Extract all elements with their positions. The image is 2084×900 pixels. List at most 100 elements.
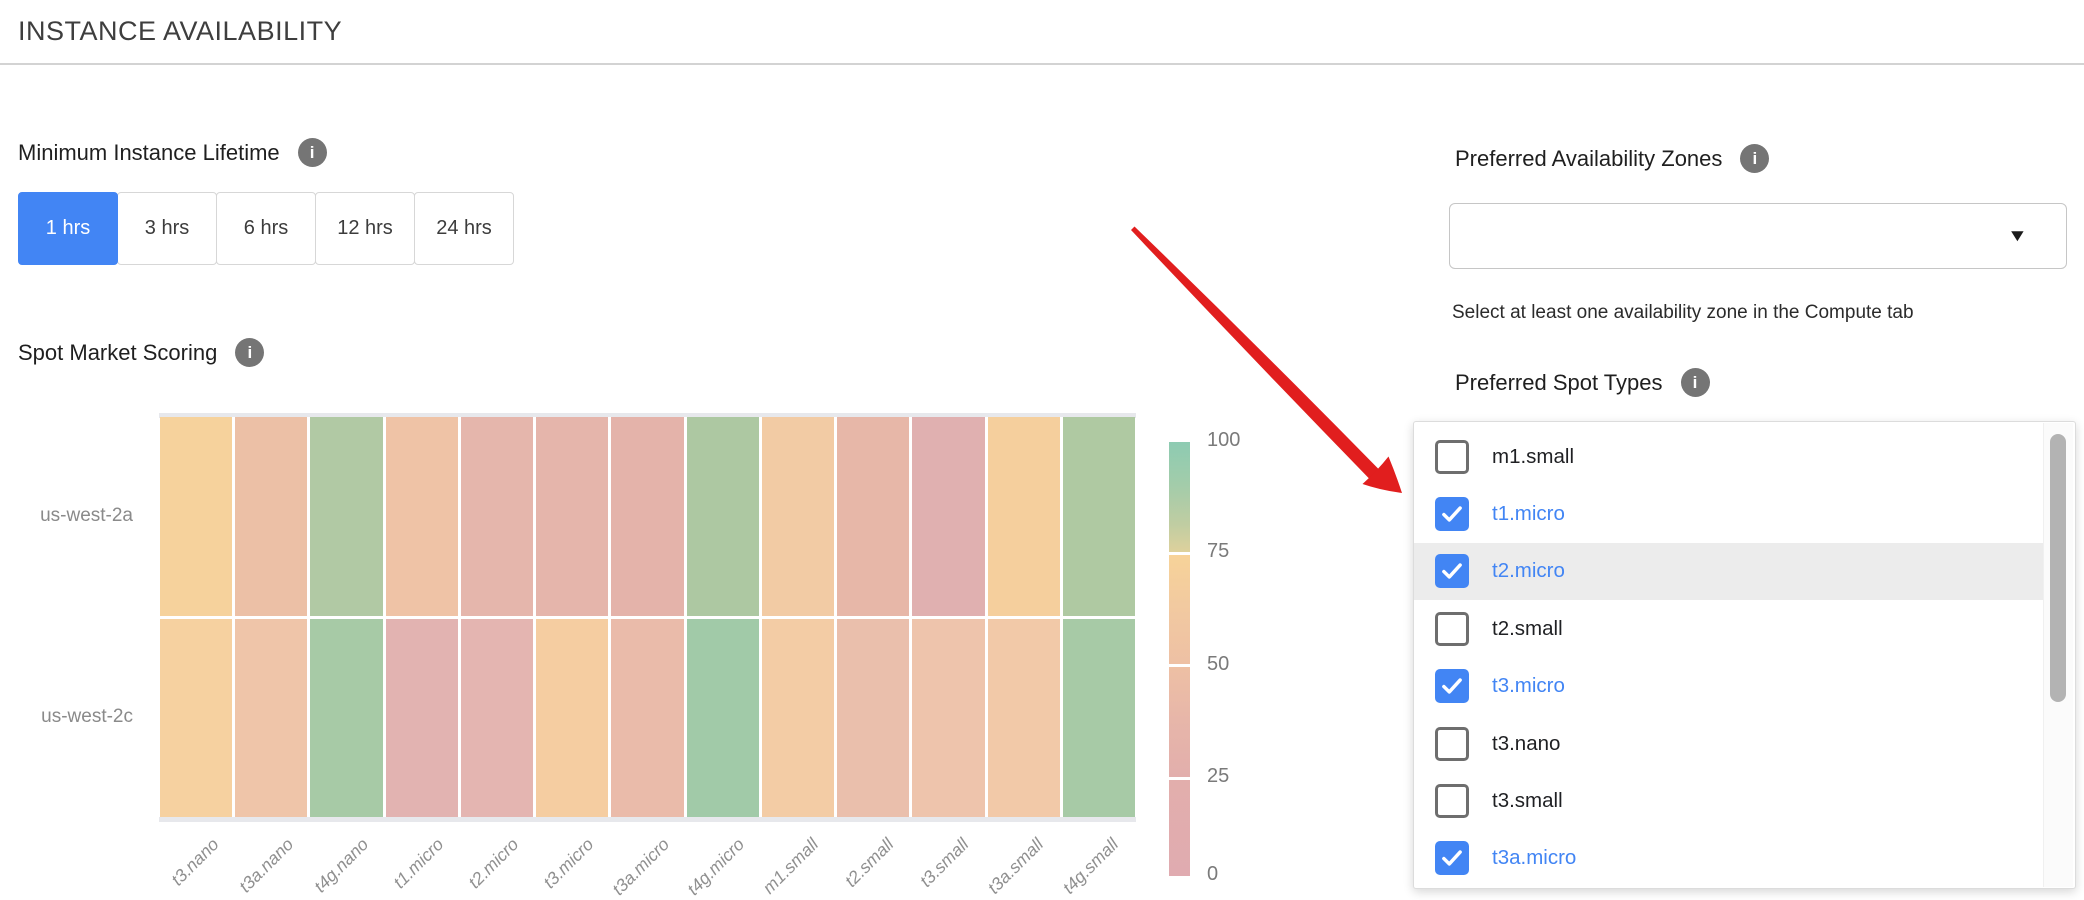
spot-type-row-t1.micro[interactable]: t1.micro [1414, 485, 2045, 542]
heatmap-cell-us-west-2a-t4g.nano [310, 417, 383, 616]
info-icon[interactable]: i [1740, 144, 1770, 173]
unchecked-checkbox[interactable] [1435, 611, 1469, 646]
unchecked-checkbox[interactable] [1435, 439, 1469, 474]
page-title: INSTANCE AVAILABILITY [18, 16, 343, 46]
heatmap-cell-us-west-2c-t3.micro [536, 618, 609, 817]
heatmap-row-label: us-west-2c [41, 706, 133, 727]
spot-type-row-t3a.micro[interactable]: t3a.micro [1414, 830, 2045, 887]
scrollbar-thumb[interactable] [2050, 434, 2066, 702]
checkmark-icon [1442, 678, 1462, 694]
lifetime-button-group: 1 hrs 3 hrs 6 hrs 12 hrs 24 hrs [18, 192, 514, 265]
heatmap-cell-us-west-2c-t3a.micro [611, 618, 684, 817]
arrow-head [1362, 456, 1402, 493]
colorbar-tick-label: 50 [1207, 652, 1230, 675]
lifetime-option-6-hrs[interactable]: 6 hrs [216, 192, 316, 265]
heatmap-row-label: us-west-2a [40, 505, 133, 526]
colorbar-tick-label: 100 [1207, 429, 1241, 451]
lifetime-option-3-hrs[interactable]: 3 hrs [117, 192, 217, 265]
heatmap-column-label: t4g.small [1058, 834, 1123, 898]
availability-zones-helper: Select at least one availability zone in… [1452, 302, 1914, 323]
header-divider [0, 63, 2084, 65]
spot-types-heading: Preferred Spot Types i [1455, 368, 1710, 397]
colorbar [1169, 442, 1190, 876]
heatmap-cell-us-west-2a-t3a.small [987, 417, 1060, 616]
heatmap-cell-us-west-2a-t3.micro [536, 417, 609, 616]
spot-type-label: t3a.micro [1492, 846, 1577, 870]
heatmap-cell-us-west-2c-t3.small [912, 618, 985, 817]
lifetime-option-1-hrs[interactable]: 1 hrs [18, 192, 118, 265]
spot-type-label: t2.small [1492, 616, 1563, 640]
unchecked-checkbox[interactable] [1435, 784, 1469, 819]
spot-types-list: m1.small t1.micro t2.micro t2.small t3.micro… [1414, 428, 2045, 887]
spot-type-label: t3.nano [1492, 731, 1561, 755]
heatmap-column-label: t2.micro [464, 834, 523, 893]
heatmap-cell-us-west-2c-m1.small [761, 618, 835, 817]
heatmap-bottom-strip [159, 817, 1136, 822]
checkmark-icon [1442, 506, 1462, 522]
spot-type-label: t3.micro [1492, 674, 1565, 698]
heatmap-column-label: t3a.micro [607, 834, 673, 900]
heatmap-column-label: t4g.micro [682, 834, 748, 900]
heatmap-column-label: t1.micro [389, 834, 448, 893]
spot-type-row-t3.nano[interactable]: t3.nano [1414, 715, 2045, 772]
heatmap-column-label: m1.small [758, 834, 823, 898]
heatmap-column-label: t3a.small [983, 834, 1048, 898]
checkmark-icon [1442, 563, 1462, 580]
heatmap-cell-us-west-2c-t2.small [837, 618, 910, 817]
spot-type-row-t2.micro[interactable]: t2.micro [1414, 542, 2045, 601]
heatmap-cell-us-west-2a-t3.small [912, 417, 985, 616]
spot-type-label: t2.micro [1492, 559, 1565, 583]
heatmap-cell-us-west-2c-t4g.nano [310, 618, 383, 817]
scrollbar-track[interactable] [2043, 423, 2073, 887]
spot-market-heading: Spot Market Scoring i [18, 338, 265, 367]
lifetime-label: Minimum Instance Lifetime [18, 139, 280, 165]
availability-zones-select[interactable]: ▼ [1449, 203, 2067, 269]
spot-type-row-t2.small[interactable]: t2.small [1414, 600, 2045, 657]
heatmap-cell-us-west-2a-t2.small [837, 417, 910, 616]
colorbar-tick-label: 75 [1207, 540, 1230, 563]
spot-type-label: m1.small [1492, 444, 1575, 468]
checkmark-icon [1442, 850, 1462, 867]
spot-market-label: Spot Market Scoring [18, 339, 218, 365]
lifetime-option-24-hrs[interactable]: 24 hrs [414, 192, 514, 265]
colorbar-division-line [1169, 776, 1190, 780]
heatmap-cell-us-west-2a-t3a.micro [611, 417, 684, 616]
info-icon[interactable]: i [235, 338, 265, 367]
heatmap-column-label: t4g.nano [310, 834, 373, 897]
heatmap-column-label: t3.small [915, 834, 973, 891]
info-icon[interactable]: i [1680, 368, 1710, 397]
heatmap-cell-us-west-2c-t2.micro [460, 618, 534, 817]
heatmap-column-label: t2.small [840, 834, 898, 891]
heatmap-cell-us-west-2c-t4g.small [1062, 618, 1135, 817]
spot-type-label: t1.micro [1492, 502, 1565, 526]
heatmap-grid [160, 417, 1135, 817]
availability-zones-label: Preferred Availability Zones [1455, 145, 1723, 171]
spot-type-row-t3.small[interactable]: t3.small [1414, 772, 2045, 829]
colorbar-division-line [1169, 664, 1190, 667]
heatmap-cell-us-west-2c-t3.nano [160, 618, 233, 817]
spot-type-row-t3.micro[interactable]: t3.micro [1414, 658, 2045, 715]
checked-checkbox[interactable] [1435, 497, 1469, 532]
unchecked-checkbox[interactable] [1435, 726, 1469, 761]
info-icon[interactable]: i [297, 138, 327, 167]
heatmap-cell-us-west-2c-t3a.small [987, 618, 1060, 817]
heatmap-cell-us-west-2a-t3.nano [160, 417, 233, 616]
heatmap-cell-us-west-2a-t4g.small [1062, 417, 1135, 616]
lifetime-option-12-hrs[interactable]: 12 hrs [315, 192, 415, 265]
heatmap-cell-us-west-2c-t3a.nano [235, 618, 308, 817]
heatmap-cell-us-west-2a-m1.small [761, 417, 835, 616]
checked-checkbox[interactable] [1435, 841, 1469, 876]
checked-checkbox[interactable] [1435, 554, 1469, 589]
spot-types-label: Preferred Spot Types [1455, 369, 1663, 395]
availability-zones-heading: Preferred Availability Zones i [1455, 144, 1770, 173]
colorbar-tick-label: 0 [1207, 863, 1219, 885]
colorbar-tick-label: 25 [1207, 765, 1230, 788]
spot-type-row-m1.small[interactable]: m1.small [1414, 428, 2045, 485]
heatmap-cell-us-west-2a-t4g.micro [686, 417, 759, 616]
checked-checkbox[interactable] [1435, 669, 1469, 704]
spot-types-dropdown-panel: m1.small t1.micro t2.micro t2.small t3.micro… [1413, 421, 2076, 889]
heatmap-column-label: t3.micro [539, 834, 598, 893]
heatmap-column-label: t3a.nano [235, 834, 298, 897]
spot-type-label: t3.small [1492, 789, 1563, 813]
